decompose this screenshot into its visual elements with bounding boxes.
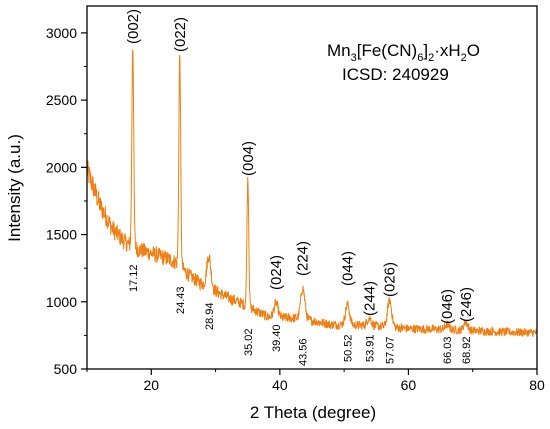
peak-hkl-label: (002): [125, 9, 142, 44]
peak-hkl-label: (244): [361, 281, 378, 316]
y-tick-label: 1500: [46, 227, 77, 243]
formula-part: Mn: [327, 41, 351, 60]
y-tick-label: 500: [54, 361, 78, 377]
formula-part: [Fe(CN): [357, 41, 417, 60]
formula-annotation: Mn3[Fe(CN)6]2·xH2O: [327, 41, 480, 64]
series-line: [87, 49, 537, 338]
peak-position-label: 17.12: [128, 264, 140, 292]
peak-hkl-label: (044): [340, 251, 357, 286]
x-axis-title: 2 Theta (degree): [250, 403, 376, 422]
x-tick-label: 80: [529, 377, 545, 393]
peak-hkl-label: (024): [268, 255, 285, 290]
x-tick-label: 20: [143, 377, 159, 393]
formula-part: ·xH: [434, 41, 460, 60]
axes: 500 1000 1500 2000 2500 3000 20 40 60 80: [46, 5, 545, 393]
peak-position-label: 53.91: [364, 334, 376, 362]
y-tick-label: 2000: [46, 159, 77, 175]
peak-hkl-label: (026): [382, 262, 399, 297]
peak-hkl-label: (246): [458, 287, 475, 322]
peak-position-label: 57.07: [385, 336, 397, 364]
y-tick-label: 2500: [46, 92, 77, 108]
peak-position-label: 66.03: [442, 336, 454, 364]
peak-position-label: 50.52: [343, 334, 355, 362]
peak-labels: (002) 17.12 (022) 24.43 28.94 (004) 35.02 (024)…: [125, 9, 475, 366]
formula-subscript: 2: [428, 52, 434, 64]
x-tick-label: 40: [272, 377, 288, 393]
plot-frame: [86, 5, 538, 370]
peak-position-label: 68.92: [461, 336, 473, 364]
y-tick-label: 1000: [46, 294, 77, 310]
formula-subscript: 3: [351, 52, 357, 64]
formula-subscript: 2: [461, 52, 467, 64]
peak-position-label: 24.43: [175, 286, 187, 314]
peak-hkl-label: (004): [240, 141, 257, 176]
formula-subscript: 6: [417, 52, 423, 64]
peak-position-label: 43.56: [298, 338, 310, 366]
peak-position-label: 35.02: [243, 328, 255, 356]
peak-hkl-label: (022): [172, 17, 189, 52]
y-tick-label: 3000: [46, 25, 77, 41]
peak-position-label: 28.94: [204, 302, 216, 330]
peak-hkl-label: (224): [295, 241, 312, 276]
peak-position-label: 39.40: [271, 324, 283, 352]
y-axis-title: Intensity (a.u.): [5, 134, 24, 242]
x-tick-label: 60: [401, 377, 417, 393]
peak-hkl-label: (046): [439, 289, 456, 324]
plot-area: [87, 49, 537, 338]
icsd-annotation: ICSD: 240929: [342, 65, 449, 84]
formula-part: ]: [423, 41, 428, 60]
formula-part: O: [467, 41, 480, 60]
